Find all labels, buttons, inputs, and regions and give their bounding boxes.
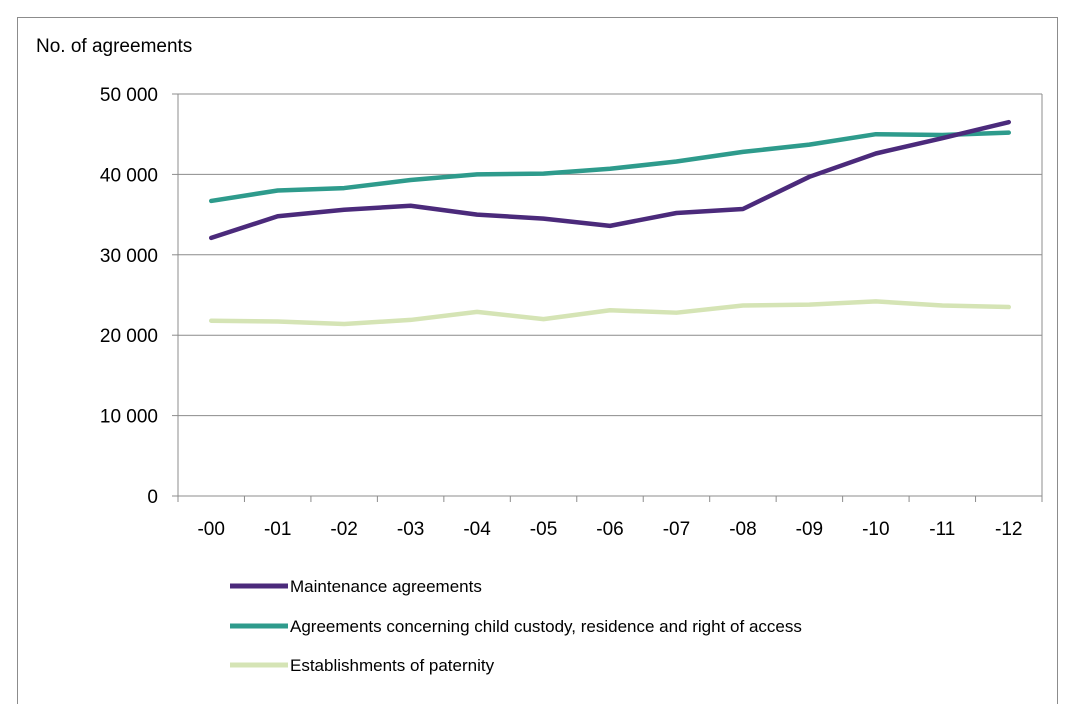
y-tick-label: 40 000	[100, 165, 158, 186]
y-tick-label: 20 000	[100, 326, 158, 347]
x-tick-label: -02	[330, 519, 357, 540]
legend-label: Agreements concerning child custody, res…	[290, 617, 802, 636]
y-tick-label: 0	[147, 487, 158, 508]
x-tick-labels: -00 -01 -02 -03 -04 -05 -06 -07 -08 -09 -10 -11 -12	[197, 519, 1022, 540]
x-tick-label: -04	[463, 519, 491, 540]
x-tick-label: -06	[596, 519, 623, 540]
x-tick-label: -00	[197, 519, 224, 540]
x-tick-label: -01	[264, 519, 291, 540]
series-line	[208, 299, 1012, 327]
y-tick-label: 30 000	[100, 246, 158, 267]
x-tick-label: -03	[397, 519, 424, 540]
y-tick-labels: 0 10 000 20 000 30 000 40 000 50 000	[100, 85, 158, 508]
y-axis-label: No. of agreements	[36, 36, 192, 57]
legend-label: Establishments of paternity	[290, 656, 495, 675]
x-tick-label: -12	[995, 519, 1022, 540]
x-tick-label: -10	[862, 519, 889, 540]
axes	[172, 93, 1043, 502]
x-tick-label: -08	[729, 519, 756, 540]
gridlines	[178, 93, 1042, 417]
x-tick-label: -05	[530, 519, 557, 540]
x-tick-label: -11	[929, 519, 955, 540]
line-chart: No. of agreements 0 10 000 20 000 30 000 40 …	[36, 36, 1043, 675]
chart-frame	[17, 17, 1058, 704]
series-line	[208, 130, 1012, 204]
y-tick-label: 10 000	[100, 407, 158, 428]
legend: Maintenance agreements Agreements concern…	[230, 577, 802, 675]
legend-label: Maintenance agreements	[290, 577, 482, 596]
x-tick-label: -07	[663, 519, 690, 540]
series-lines	[208, 119, 1012, 327]
series-line	[208, 119, 1012, 241]
x-tick-label: -09	[796, 519, 823, 540]
y-tick-label: 50 000	[100, 85, 158, 106]
